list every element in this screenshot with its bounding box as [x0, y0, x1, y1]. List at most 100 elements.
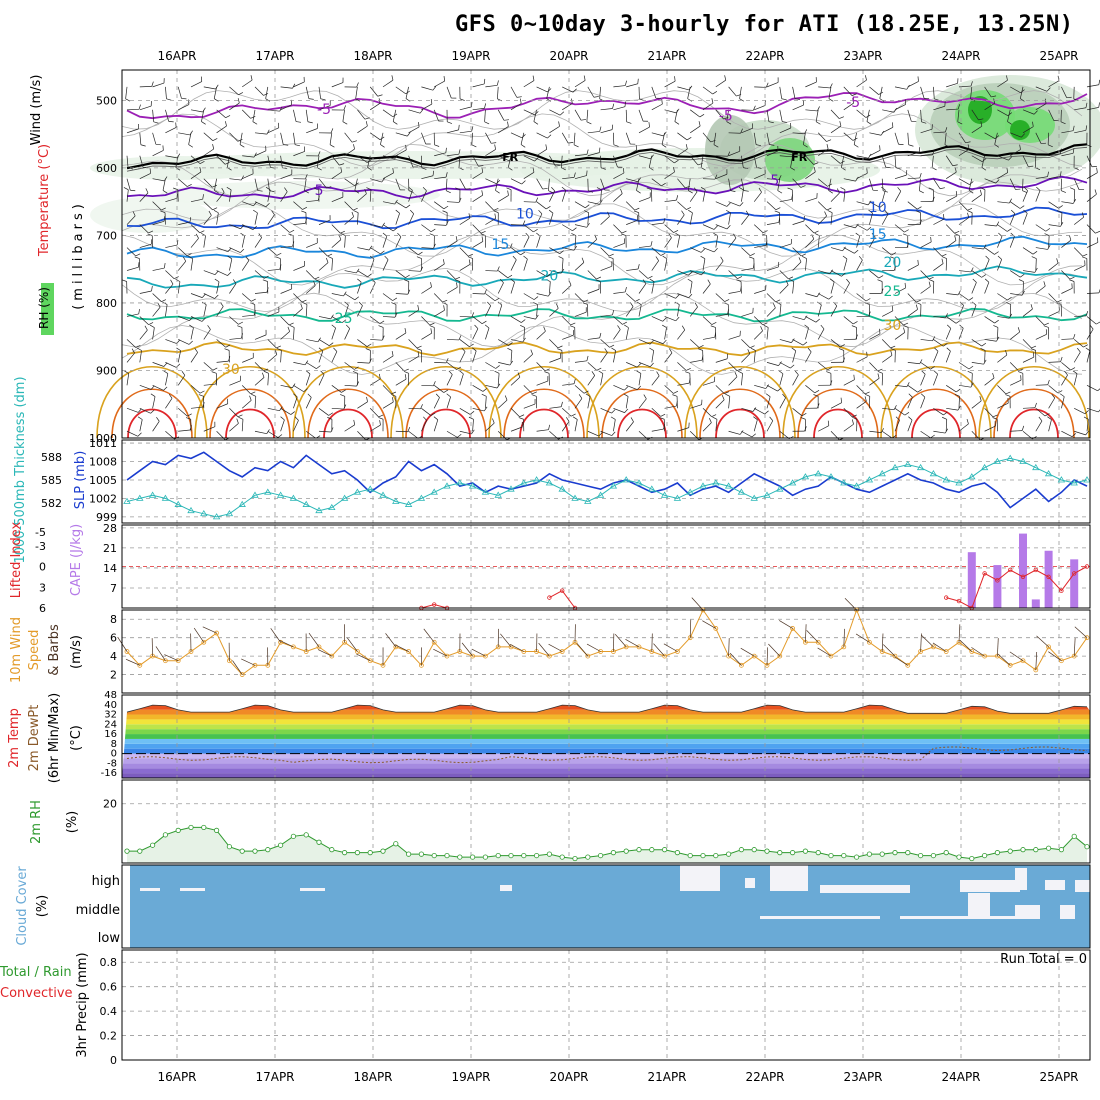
wind-barb-flag: [979, 189, 982, 195]
wind-barb: [613, 85, 626, 88]
wind-barb: [638, 362, 651, 368]
wind-barb: [152, 306, 161, 317]
wind-barb: [165, 373, 169, 386]
wind-barb-flag: [743, 167, 749, 170]
wind-barb-flag: [865, 75, 867, 81]
wind-barb-flag: [751, 433, 756, 438]
wind-barb-flag: [364, 117, 370, 120]
wind-barb-flag: [522, 337, 526, 343]
wind-barb: [1048, 201, 1059, 209]
wind-barb-flag: [354, 190, 360, 194]
wind-barb: [306, 200, 319, 203]
wind-barb-flag: [891, 305, 894, 311]
wind10-barb: [155, 646, 166, 661]
wind-barb: [561, 132, 569, 144]
wind10-barb: [1073, 638, 1076, 657]
li-marker: [1084, 564, 1090, 569]
wind-barb: [790, 155, 793, 168]
wind-barb: [280, 155, 283, 168]
wind-barb-flag: [676, 195, 679, 201]
rh2m-marker: [725, 851, 732, 857]
temp-bands: [122, 695, 1090, 778]
wind-barb-flag: [275, 256, 281, 259]
wind-barb-flag: [471, 126, 474, 132]
wind-barb: [689, 155, 699, 166]
wind-barb-flag: [573, 245, 577, 251]
wind-barb-flag: [307, 393, 312, 398]
wind-barb: [1061, 239, 1072, 248]
wind-barb-flag: [758, 187, 762, 193]
wind-barb: [472, 407, 485, 412]
wind-barb-flag: [1036, 186, 1041, 191]
slp-tick-label: 1008: [89, 456, 117, 469]
wind-barb: [357, 247, 370, 251]
wind-barb: [779, 243, 792, 248]
wind-barb: [229, 337, 242, 340]
wind-barb-flag: [510, 278, 515, 283]
date-label-bottom: 21APR: [647, 1070, 686, 1084]
wind-barb: [766, 293, 776, 303]
wind-barb: [329, 132, 333, 145]
wind-barb-flag: [800, 417, 806, 420]
wind-barb: [177, 350, 181, 363]
wind-barb-flag: [1070, 187, 1075, 191]
wind-barb: [190, 224, 201, 234]
wind10-tick-label: 8: [110, 613, 117, 626]
wind-barb: [690, 359, 703, 363]
wind-barb: [625, 306, 634, 317]
wind-barb-flag: [559, 111, 565, 116]
wind-barb-flag: [624, 408, 629, 413]
temp-band: [122, 773, 1090, 778]
wind-barb-flag: [858, 255, 863, 261]
wind10-barb: [1074, 626, 1088, 638]
wind-barb-flag: [392, 167, 394, 173]
li-tick-label: 3: [39, 581, 46, 594]
wind-barb-flag: [688, 293, 693, 299]
rh2m-marker: [636, 847, 642, 853]
wind-barb-flag: [699, 114, 705, 118]
wind-barb: [434, 152, 446, 157]
wind-barb: [370, 424, 381, 432]
wind-barb-flag: [939, 187, 945, 190]
rh2m-marker: [431, 852, 437, 859]
wind-barb-flag: [163, 362, 168, 367]
cape-tick-label: 21: [103, 542, 117, 555]
wind-barb-flag: [842, 246, 846, 252]
wind-barb-flag: [277, 434, 283, 438]
wind10-barb: [766, 647, 769, 666]
wind-barb: [536, 178, 543, 190]
wind-barb-flag: [941, 258, 944, 264]
wind-barb-flag: [763, 324, 769, 328]
wind-barb: [944, 132, 947, 145]
wind-barb: [574, 293, 584, 303]
thickness-marker: [161, 494, 170, 501]
wind-barb-flag: [928, 187, 934, 190]
wind-barb-flag: [340, 230, 345, 234]
thickness-marker: [340, 494, 349, 501]
wind-barb: [293, 132, 296, 145]
cloud-gap: [860, 885, 910, 893]
wind-barb: [331, 327, 336, 340]
wind-barb: [523, 385, 533, 395]
wind-barb-flag: [301, 210, 307, 213]
wind-barb-flag: [852, 416, 858, 420]
wind-barb-flag: [1007, 296, 1012, 301]
wind-barb-flag: [532, 75, 535, 81]
slp-tick-label: 999: [96, 511, 117, 524]
wind-barb: [830, 109, 840, 119]
wind-barb-flag: [932, 150, 935, 156]
li-marker: [1008, 567, 1013, 573]
wind-barb-flag: [140, 144, 146, 147]
wind-barb: [318, 281, 321, 294]
temp-band: [122, 695, 1090, 700]
wind-barb: [254, 270, 265, 279]
wind10-barb: [689, 619, 692, 638]
rh2m-panel: [121, 779, 1091, 864]
wind-barb-flag: [548, 291, 552, 297]
wind-barb-flag: [607, 211, 610, 217]
wind-barb-flag: [471, 144, 477, 148]
rh2m-marker: [802, 848, 809, 854]
temp-tick-label: -8: [107, 758, 117, 769]
ylabel-cloud: Cloud Cover: [15, 866, 30, 946]
rh2m-marker: [661, 847, 668, 853]
